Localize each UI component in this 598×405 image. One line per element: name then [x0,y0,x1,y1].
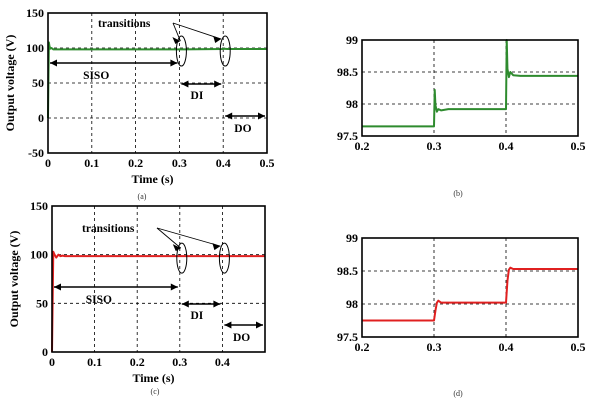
y-tick-label: 99 [346,33,358,47]
x-tick-label: 0.4 [499,139,514,153]
x-tick-label: 0.4 [215,355,230,369]
arrow-head [256,321,263,329]
x-tick-label: 0.1 [84,156,99,170]
x-tick-label: 0.3 [172,156,187,170]
do-label: DO [233,332,250,344]
plot-frame [361,237,579,338]
transitions-label: transitions [98,18,151,30]
transition-arrow [172,22,222,40]
arrow-head [54,283,61,291]
di-label: DI [191,90,204,102]
x-tick-label: 0.3 [427,139,442,153]
series-line-a [47,41,267,119]
y-axis-label: Output voltage (V) [7,231,21,328]
y-tick-label: 150 [30,199,48,213]
x-axis-label: Time (s) [131,172,173,186]
panel-caption: (c) [151,387,160,396]
y-tick-label: 98.5 [337,264,358,278]
transition-arrow [156,227,221,247]
transition-marker [176,242,188,274]
x-tick-label: 0.5 [571,340,586,354]
transition-marker [175,35,187,67]
x-tick-label: 0.2 [355,340,370,354]
y-tick-label: -50 [28,146,44,160]
x-tick-label: 0.2 [130,355,145,369]
y-tick-label: 97.5 [337,330,358,344]
x-tick-label: 0.3 [427,340,442,354]
y-tick-label: 0 [42,345,48,359]
transition-arrow [156,227,182,249]
y-tick-label: 150 [26,6,44,20]
panel-caption: (a) [138,192,147,201]
transitions-label: transitions [82,223,135,235]
y-tick-label: 100 [26,41,44,55]
transition-marker [218,242,230,274]
series-line-d [362,266,578,322]
siso-label: SISO [86,294,112,306]
y-tick-label: 98.5 [337,65,358,79]
plot-frame [47,12,268,154]
arrow-head [214,80,222,88]
y-axis-label: Output voltage (V) [3,35,17,132]
arrow-head [225,112,233,120]
y-tick-label: 97.5 [337,129,358,143]
arrow-head [170,59,178,67]
x-tick-label: 0.3 [172,355,187,369]
x-tick-label: 0.5 [260,156,275,170]
arrow-head [213,300,221,308]
arrow-head [181,80,189,88]
y-tick-label: 99 [346,231,358,245]
x-tick-label: 0.2 [128,156,143,170]
transition-marker [219,35,231,67]
siso-label: SISO [83,70,109,82]
arrow-head [172,244,181,252]
x-tick-label: 0 [49,355,55,369]
y-tick-label: 50 [36,296,48,310]
arrow-head [50,59,57,67]
y-tick-label: 50 [32,76,44,90]
y-tick-label: 98 [346,297,358,311]
x-axis-label: Time (s) [132,371,174,385]
series-line-b [362,39,578,128]
chart-b: 0.2 0.3 0.4 0.5 97.5 98 98.5 99 (b) [337,33,586,198]
plot-frame [51,205,266,353]
y-tick-label: 0 [38,111,44,125]
x-tick-label: 0.2 [355,139,370,153]
arrow-head [258,112,265,120]
arrow-head [224,321,232,329]
panel-caption: (d) [453,389,463,398]
panel-caption: (b) [453,189,463,198]
y-tick-label: 100 [30,248,48,262]
x-tick-label: 0.5 [571,139,586,153]
y-tick-label: 98 [346,97,358,111]
x-tick-label: 0.1 [87,355,102,369]
arrow-head [181,300,189,308]
transition-arrow [172,22,181,42]
arrow-head [172,37,181,45]
x-tick-label: 0.4 [499,340,514,354]
do-label: DO [234,123,251,135]
arrow-head [212,243,221,251]
chart-c: 0 0.1 0.2 0.3 0.4 0 50 100 150 Time (s) Output vol… [7,199,266,396]
chart-d: 0.2 0.3 0.4 0.5 97.5 98 98.5 99 (d) [337,231,586,398]
plot-frame [361,39,579,137]
x-tick-label: 0.4 [216,156,231,170]
di-label: DI [190,310,203,322]
x-tick-label: 0 [45,156,51,170]
arrow-head [170,283,178,291]
arrow-head [213,36,222,44]
